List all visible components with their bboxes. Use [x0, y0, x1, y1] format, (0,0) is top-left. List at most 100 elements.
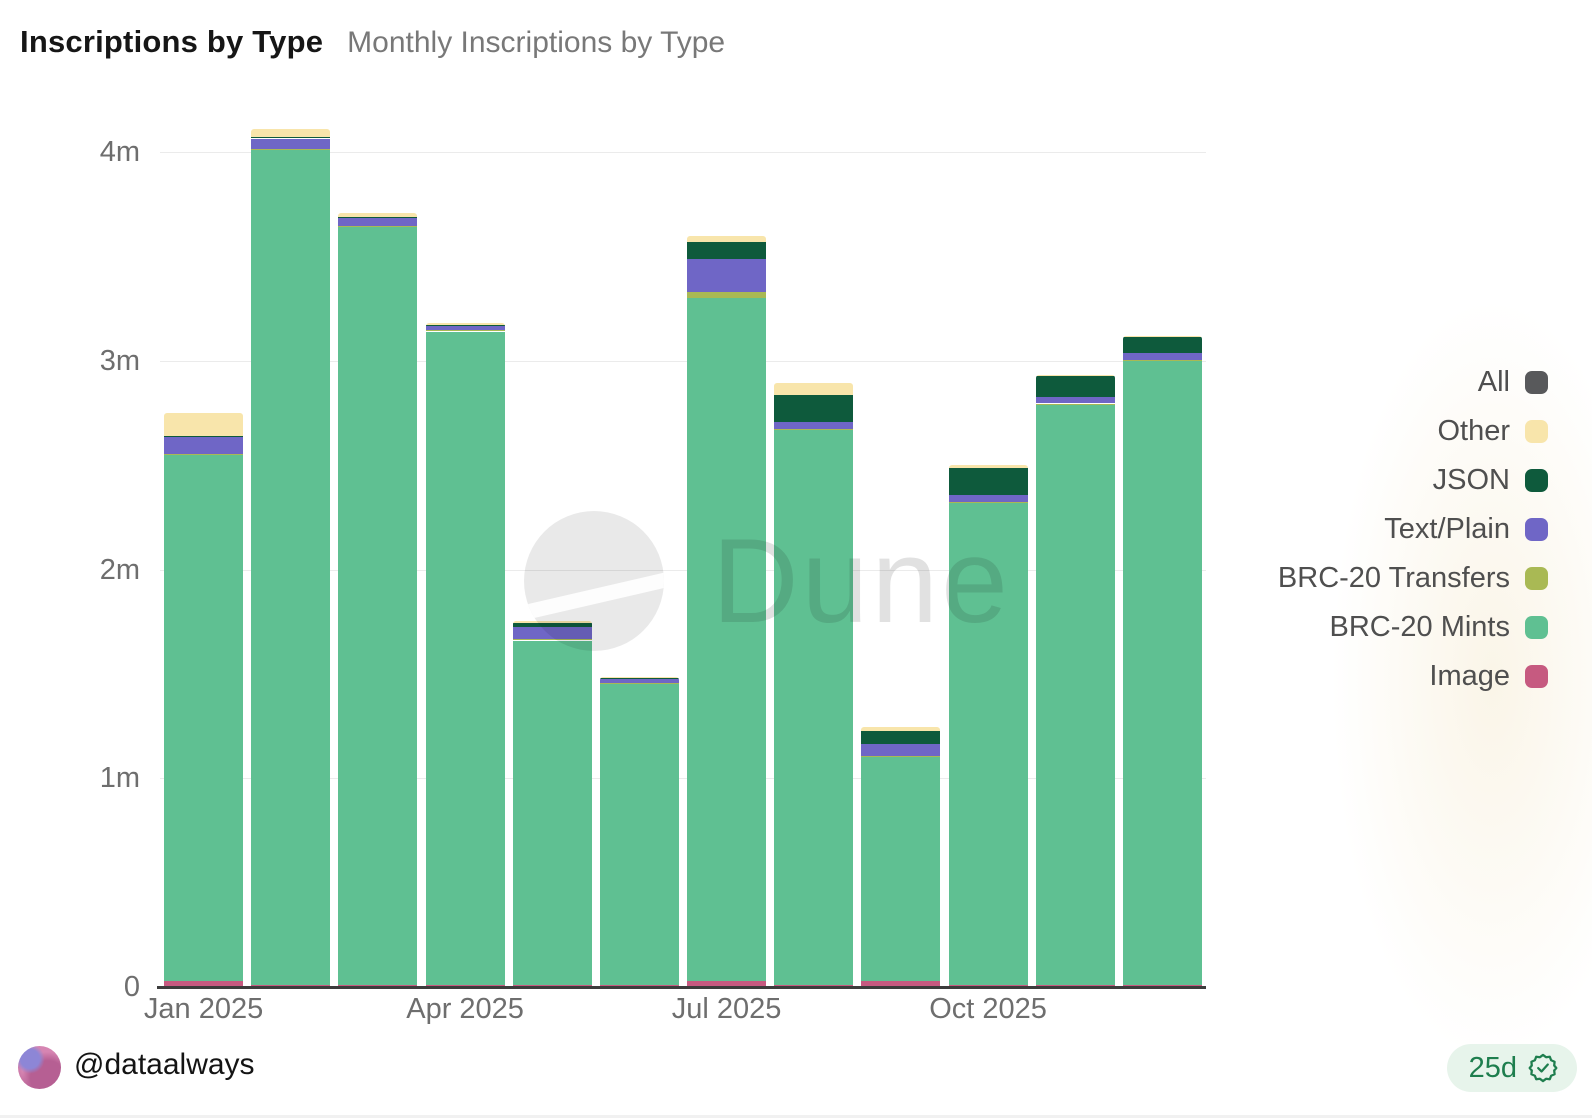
segment-other[interactable] [948, 465, 1028, 469]
y-tick-3m: 3m [99, 344, 140, 377]
bar-aug-2025[interactable] [774, 382, 854, 987]
segment-brc-20-mints[interactable] [338, 227, 418, 985]
segment-brc-20-mints[interactable] [599, 684, 679, 985]
segment-image[interactable] [948, 984, 1028, 987]
segment-brc-20-transfers[interactable] [861, 756, 941, 758]
segment-json[interactable] [512, 622, 592, 627]
legend-item-image[interactable]: Image [1278, 652, 1548, 701]
legend-swatch-brc-20-transfers [1525, 567, 1548, 590]
legend-item-all[interactable]: All [1278, 358, 1548, 407]
segment-image[interactable] [338, 984, 418, 987]
bar-feb-2025[interactable] [251, 129, 331, 987]
segment-text-plain[interactable] [1035, 397, 1115, 404]
legend-item-other[interactable]: Other [1278, 407, 1548, 456]
legend-label-all: All [1477, 366, 1510, 398]
segment-brc-20-mints[interactable] [512, 640, 592, 985]
segment-image[interactable] [512, 984, 592, 987]
bar-mar-2025[interactable] [338, 212, 418, 987]
avatar[interactable] [18, 1046, 61, 1089]
segment-text-plain[interactable] [948, 495, 1028, 502]
segment-json[interactable] [861, 731, 941, 744]
segment-brc-20-transfers[interactable] [1035, 403, 1115, 405]
bar-jan-2025[interactable] [164, 412, 244, 987]
segment-brc-20-transfers[interactable] [687, 291, 767, 299]
segment-json[interactable] [251, 137, 331, 139]
segment-other[interactable] [251, 129, 331, 138]
segment-brc-20-mints[interactable] [861, 757, 941, 981]
segment-text-plain[interactable] [1122, 353, 1202, 360]
segment-other[interactable] [164, 412, 244, 436]
segment-other[interactable] [425, 323, 505, 326]
segment-json[interactable] [774, 395, 854, 423]
segment-text-plain[interactable] [687, 258, 767, 292]
segment-image[interactable] [1035, 984, 1115, 987]
segment-brc-20-transfers[interactable] [164, 453, 244, 455]
segment-other[interactable] [1035, 375, 1115, 377]
segment-text-plain[interactable] [861, 743, 941, 757]
freshness-badge[interactable]: 25d [1446, 1044, 1577, 1092]
segment-image[interactable] [599, 984, 679, 987]
legend-label-image: Image [1429, 660, 1510, 692]
legend-item-text-plain[interactable]: Text/Plain [1278, 505, 1548, 554]
segment-brc-20-transfers[interactable] [948, 501, 1028, 503]
segment-image[interactable] [425, 984, 505, 987]
segment-brc-20-transfers[interactable] [425, 330, 505, 332]
segment-brc-20-mints[interactable] [251, 149, 331, 985]
legend-item-json[interactable]: JSON [1278, 456, 1548, 505]
segment-image[interactable] [687, 980, 767, 987]
bar-jun-2025[interactable] [599, 677, 679, 987]
segment-brc-20-transfers[interactable] [338, 226, 418, 228]
segment-other[interactable] [774, 382, 854, 396]
bar-nov-2025[interactable] [1035, 375, 1115, 987]
segment-image[interactable] [164, 980, 244, 987]
segment-brc-20-mints[interactable] [948, 502, 1028, 985]
segment-image[interactable] [251, 984, 331, 987]
segment-other[interactable] [599, 677, 679, 679]
segment-json[interactable] [1122, 336, 1202, 354]
footer: @dataalways 25d [0, 1040, 1592, 1100]
segment-other[interactable] [687, 235, 767, 242]
segment-image[interactable] [1122, 984, 1202, 987]
segment-other[interactable] [338, 212, 418, 217]
segment-text-plain[interactable] [774, 422, 854, 429]
bottom-border [0, 1115, 1592, 1118]
segment-json[interactable] [338, 216, 418, 218]
segment-json[interactable] [164, 435, 244, 437]
bar-apr-2025[interactable] [425, 323, 505, 987]
segment-text-plain[interactable] [512, 626, 592, 640]
segment-json[interactable] [599, 678, 679, 680]
segment-brc-20-transfers[interactable] [774, 428, 854, 430]
bar-sep-2025[interactable] [861, 727, 941, 987]
segment-brc-20-transfers[interactable] [599, 683, 679, 685]
legend-item-brc-20-mints[interactable]: BRC-20 Mints [1278, 603, 1548, 652]
bar-dec-2025[interactable] [1122, 335, 1202, 987]
segment-brc-20-mints[interactable] [425, 331, 505, 985]
segment-other[interactable] [861, 727, 941, 732]
bar-oct-2025[interactable] [948, 465, 1028, 987]
segment-image[interactable] [861, 980, 941, 987]
segment-other[interactable] [1122, 335, 1202, 337]
segment-json[interactable] [948, 468, 1028, 496]
segment-text-plain[interactable] [338, 217, 418, 227]
segment-text-plain[interactable] [599, 679, 679, 684]
segment-brc-20-mints[interactable] [1035, 404, 1115, 985]
segment-json[interactable] [425, 325, 505, 327]
segment-text-plain[interactable] [425, 326, 505, 331]
bar-may-2025[interactable] [512, 620, 592, 987]
segment-brc-20-transfers[interactable] [251, 148, 331, 150]
legend-item-brc-20-transfers[interactable]: BRC-20 Transfers [1278, 554, 1548, 603]
segment-text-plain[interactable] [251, 138, 331, 149]
segment-brc-20-mints[interactable] [774, 429, 854, 985]
segment-json[interactable] [687, 241, 767, 259]
segment-brc-20-transfers[interactable] [1122, 359, 1202, 361]
author-handle[interactable]: @dataalways [74, 1048, 255, 1081]
segment-brc-20-mints[interactable] [164, 454, 244, 981]
segment-brc-20-mints[interactable] [1122, 360, 1202, 985]
segment-json[interactable] [1035, 376, 1115, 398]
segment-brc-20-transfers[interactable] [512, 639, 592, 641]
segment-other[interactable] [512, 620, 592, 623]
segment-brc-20-mints[interactable] [687, 298, 767, 981]
segment-image[interactable] [774, 984, 854, 987]
bar-jul-2025[interactable] [687, 235, 767, 987]
segment-text-plain[interactable] [164, 436, 244, 454]
